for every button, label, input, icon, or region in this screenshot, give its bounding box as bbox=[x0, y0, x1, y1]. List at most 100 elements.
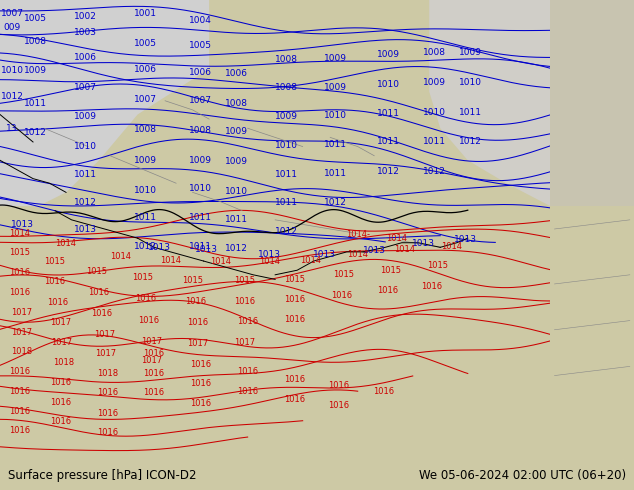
Text: 1014: 1014 bbox=[210, 257, 231, 267]
Text: 1016: 1016 bbox=[235, 297, 256, 306]
Text: We 05-06-2024 02:00 UTC (06+20): We 05-06-2024 02:00 UTC (06+20) bbox=[419, 469, 626, 482]
Text: 1017: 1017 bbox=[141, 337, 162, 346]
Text: 1011: 1011 bbox=[275, 171, 297, 179]
Text: 1008: 1008 bbox=[275, 83, 297, 93]
Text: 1014: 1014 bbox=[160, 256, 181, 265]
Text: 1006: 1006 bbox=[225, 69, 248, 78]
Text: 1016: 1016 bbox=[89, 288, 110, 297]
Text: 1009: 1009 bbox=[74, 112, 97, 122]
Text: 1016: 1016 bbox=[184, 297, 206, 306]
Text: Surface pressure [hPa] ICON-D2: Surface pressure [hPa] ICON-D2 bbox=[8, 469, 196, 482]
Text: 1016: 1016 bbox=[143, 349, 165, 358]
Text: 1016: 1016 bbox=[143, 389, 165, 397]
Text: 1016: 1016 bbox=[50, 417, 71, 426]
Text: 1013: 1013 bbox=[313, 250, 336, 259]
Text: 1005: 1005 bbox=[190, 41, 212, 50]
Text: 1010: 1010 bbox=[275, 141, 297, 150]
Text: 1013: 1013 bbox=[74, 225, 97, 234]
Text: 1009: 1009 bbox=[225, 127, 248, 136]
Text: 1010: 1010 bbox=[459, 78, 482, 87]
Text: 1016: 1016 bbox=[188, 318, 209, 327]
Text: 1015: 1015 bbox=[333, 270, 354, 279]
Text: 1016: 1016 bbox=[284, 395, 305, 404]
Text: 1009: 1009 bbox=[424, 78, 446, 87]
Text: 1016: 1016 bbox=[91, 309, 112, 318]
Polygon shape bbox=[429, 0, 550, 206]
Text: 1005: 1005 bbox=[24, 14, 48, 23]
Text: 1012: 1012 bbox=[324, 198, 347, 207]
Text: 1015: 1015 bbox=[86, 267, 107, 276]
Text: 1007: 1007 bbox=[74, 82, 97, 92]
Text: 1008: 1008 bbox=[134, 124, 157, 134]
Text: 1013: 1013 bbox=[11, 220, 34, 229]
Text: 1017: 1017 bbox=[141, 356, 162, 366]
Text: 1018: 1018 bbox=[11, 347, 32, 356]
Text: 1012: 1012 bbox=[24, 128, 47, 137]
Text: 1016: 1016 bbox=[97, 428, 118, 437]
Text: 1006: 1006 bbox=[134, 65, 157, 74]
Text: 1011: 1011 bbox=[377, 109, 399, 118]
Text: 1017: 1017 bbox=[188, 339, 209, 348]
Text: 1016: 1016 bbox=[50, 378, 71, 387]
Text: 1007: 1007 bbox=[134, 96, 157, 104]
Text: 1011: 1011 bbox=[275, 198, 297, 207]
Text: 1014: 1014 bbox=[394, 245, 415, 254]
Text: 1006: 1006 bbox=[190, 68, 212, 77]
Text: 1008: 1008 bbox=[424, 48, 446, 57]
Text: 1013: 1013 bbox=[148, 243, 171, 252]
Text: 1015: 1015 bbox=[284, 275, 305, 284]
Text: 1016: 1016 bbox=[373, 387, 395, 396]
Text: 1015: 1015 bbox=[44, 257, 65, 266]
Text: 1017: 1017 bbox=[11, 308, 32, 317]
Text: 1016: 1016 bbox=[190, 379, 211, 388]
Text: 1016: 1016 bbox=[97, 409, 118, 417]
Text: 1011: 1011 bbox=[324, 169, 347, 177]
Text: 1011: 1011 bbox=[324, 140, 347, 149]
Text: 1017: 1017 bbox=[94, 330, 115, 339]
Text: 1011: 1011 bbox=[424, 138, 446, 147]
Text: 1014: 1014 bbox=[259, 257, 280, 266]
Polygon shape bbox=[0, 0, 209, 206]
Text: 1016: 1016 bbox=[9, 426, 30, 435]
Text: 1010: 1010 bbox=[225, 187, 248, 196]
Text: 1016: 1016 bbox=[9, 407, 30, 416]
Text: 1016: 1016 bbox=[143, 369, 165, 378]
Text: 1016: 1016 bbox=[190, 360, 211, 368]
Text: 1010: 1010 bbox=[1, 67, 23, 75]
Text: 13: 13 bbox=[6, 124, 18, 133]
Text: 1015: 1015 bbox=[380, 266, 401, 275]
Text: 1013: 1013 bbox=[453, 235, 477, 244]
Text: 1010: 1010 bbox=[324, 111, 347, 120]
Text: 1014: 1014 bbox=[9, 229, 30, 238]
Text: 1007: 1007 bbox=[1, 9, 23, 18]
Text: 1016: 1016 bbox=[330, 291, 352, 300]
Text: 1016: 1016 bbox=[138, 316, 159, 325]
Text: 1016: 1016 bbox=[135, 294, 157, 303]
Text: 1016: 1016 bbox=[237, 387, 258, 396]
Text: 1011: 1011 bbox=[190, 213, 212, 222]
Text: 1009: 1009 bbox=[190, 156, 212, 165]
Text: 1008: 1008 bbox=[275, 55, 297, 64]
Text: 1009: 1009 bbox=[134, 156, 157, 165]
Text: 1009: 1009 bbox=[459, 48, 482, 57]
Text: 1016: 1016 bbox=[422, 282, 443, 291]
Text: 1011: 1011 bbox=[190, 242, 212, 251]
Text: 1003: 1003 bbox=[74, 27, 97, 37]
Text: 1018: 1018 bbox=[53, 358, 74, 367]
Text: 1018: 1018 bbox=[97, 369, 118, 378]
Text: 1013: 1013 bbox=[258, 250, 281, 259]
Text: 009: 009 bbox=[3, 23, 21, 32]
Text: 1015: 1015 bbox=[133, 272, 153, 282]
Text: 1016: 1016 bbox=[237, 317, 258, 326]
Text: 1006: 1006 bbox=[74, 53, 97, 62]
Text: 1001: 1001 bbox=[134, 9, 157, 18]
Text: 1016: 1016 bbox=[44, 277, 65, 286]
Text: 1010: 1010 bbox=[134, 186, 157, 195]
Text: 1011: 1011 bbox=[377, 138, 399, 147]
Text: 1016: 1016 bbox=[50, 397, 71, 407]
Text: 1010: 1010 bbox=[424, 108, 446, 117]
Text: 1014: 1014 bbox=[347, 250, 368, 259]
Text: 1016: 1016 bbox=[47, 298, 68, 307]
Text: 1011: 1011 bbox=[225, 215, 248, 224]
Text: 1015: 1015 bbox=[427, 261, 448, 270]
